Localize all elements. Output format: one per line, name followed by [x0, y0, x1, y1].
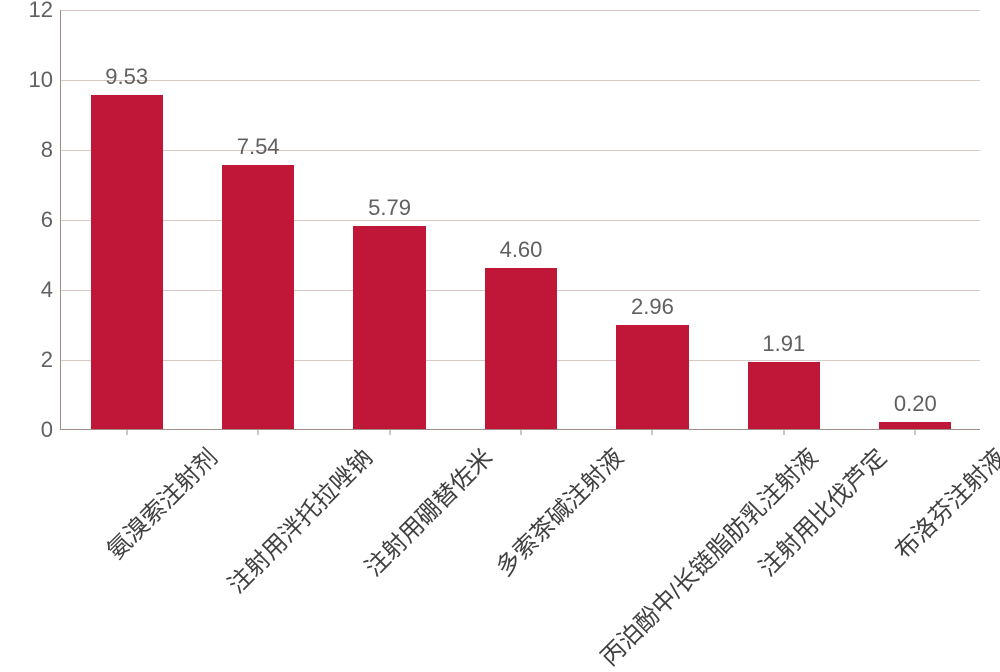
gridline [61, 80, 980, 81]
x-axis-tick-mark [915, 429, 916, 435]
bar [222, 165, 294, 429]
bar [879, 422, 951, 429]
x-axis-tick-mark [652, 429, 653, 435]
x-axis-tick-label: 氨溴索注射剂 [97, 439, 224, 566]
gridline [61, 150, 980, 151]
x-axis-tick-label: 注射用泮托拉唑钠 [218, 439, 379, 600]
y-axis-tick-label: 10 [29, 67, 53, 93]
bar [616, 325, 688, 429]
y-axis-tick-label: 6 [41, 207, 53, 233]
y-axis-tick-label: 12 [29, 0, 53, 23]
x-axis-tick-mark [521, 429, 522, 435]
gridline [61, 220, 980, 221]
bar [353, 226, 425, 429]
bar-value-label: 5.79 [368, 195, 411, 221]
y-axis-tick-label: 4 [41, 277, 53, 303]
y-axis-tick-label: 8 [41, 137, 53, 163]
bar [748, 362, 820, 429]
y-axis-tick-label: 2 [41, 347, 53, 373]
bar-value-label: 7.54 [237, 134, 280, 160]
bar-value-label: 2.96 [631, 294, 674, 320]
x-axis-tick-label: 布洛芬注射液 [885, 439, 1000, 566]
x-axis-tick-mark [126, 429, 127, 435]
x-axis-tick-mark [389, 429, 390, 435]
bar-value-label: 4.60 [500, 237, 543, 263]
plot-area: 0246810129.53氨溴索注射剂7.54注射用泮托拉唑钠5.79注射用硼替… [60, 10, 980, 430]
y-axis-tick-label: 0 [41, 417, 53, 443]
bar [485, 268, 557, 429]
x-axis-tick-label: 多索茶碱注射液 [486, 439, 630, 583]
bar [91, 95, 163, 429]
gridline [61, 10, 980, 11]
bar-value-label: 9.53 [105, 64, 148, 90]
x-axis-tick-mark [783, 429, 784, 435]
x-axis-tick-mark [258, 429, 259, 435]
bar-value-label: 1.91 [762, 331, 805, 357]
bar-chart: 0246810129.53氨溴索注射剂7.54注射用泮托拉唑钠5.79注射用硼替… [0, 0, 1000, 666]
bar-value-label: 0.20 [894, 391, 937, 417]
